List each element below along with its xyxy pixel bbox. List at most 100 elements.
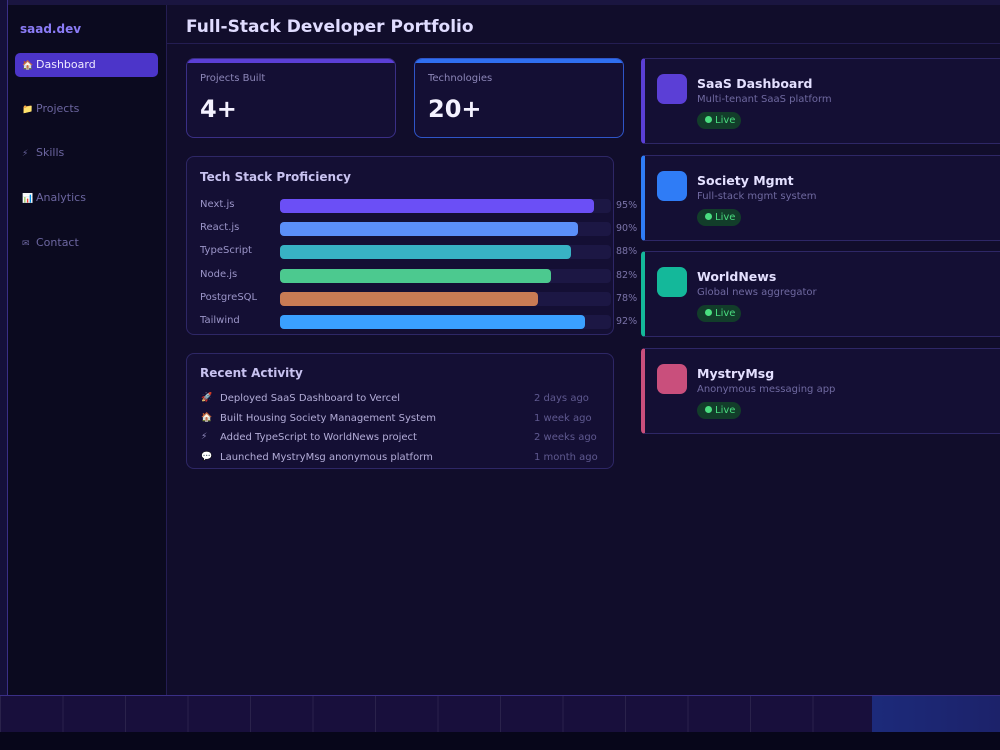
nav-icon: 📁: [22, 105, 34, 115]
project-name: MystryMsg: [697, 366, 775, 382]
activity-time: 2 weeks ago: [534, 432, 597, 444]
skill-value-label: 92%: [616, 316, 638, 327]
nav-label: Dashboard: [36, 58, 96, 71]
app-window: saad.dev Full-Stack Developer Portfolio …: [0, 0, 1000, 732]
activity-text: Added TypeScript to WorldNews project: [220, 432, 417, 444]
skill-bar: [280, 291, 539, 306]
project-name: SaaS Dashboard: [697, 76, 813, 91]
stat-accent: [187, 59, 395, 63]
activity-text: Built Housing Society Management System: [220, 412, 436, 424]
taskbar-glow: [872, 696, 1000, 732]
project-icon: [657, 170, 687, 201]
skill-name: Tailwind: [200, 315, 240, 326]
nav-item[interactable]: ⚡ Skills: [15, 141, 158, 165]
tech-stack-card: Tech Stack Proficiency Next.js 95% React.j…: [186, 156, 637, 335]
project-icon: [657, 364, 687, 395]
brand[interactable]: saad.dev: [20, 22, 82, 36]
skill-bar: [280, 315, 585, 329]
skill-name: Next.js: [200, 199, 235, 210]
skill-value-label: 90%: [616, 223, 638, 235]
project-name: Society Mgmt: [697, 172, 794, 188]
project-description: Global news aggregator: [697, 287, 817, 299]
skill-bar: [280, 222, 578, 237]
nav-item[interactable]: 📁 Projects: [15, 97, 158, 121]
status-pill: Live: [697, 305, 742, 323]
skill-value-label: 82%: [616, 269, 638, 281]
activity-icon: 🏠: [201, 412, 213, 423]
project-description: Anonymous messaging app: [697, 384, 836, 396]
project-description: Multi-tenant SaaS platform: [697, 94, 832, 105]
activity-time: 1 month ago: [534, 452, 598, 464]
project-card[interactable]: Society Mgmt Full-stack mgmt system Live: [641, 154, 1000, 241]
project-card[interactable]: WorldNews Global news aggregator Live: [641, 251, 1000, 338]
activity-card: Recent Activity 🚀 Deployed SaaS Dashboard…: [186, 353, 614, 469]
project-description: Full-stack mgmt system: [697, 190, 817, 202]
status-text: Live: [715, 211, 736, 223]
nav-icon: 📊: [22, 194, 34, 204]
skill-track: [280, 291, 611, 306]
nav-item[interactable]: ✉ Contact: [15, 231, 158, 255]
stat-card: Projects Built 4+: [186, 58, 396, 138]
stat-label: Projects Built: [200, 73, 266, 84]
activity-text: Deployed SaaS Dashboard to Vercel: [220, 393, 401, 404]
activity-icon: 💬: [201, 452, 213, 463]
skill-bar: [280, 245, 572, 260]
stat-value: 20+: [428, 95, 482, 123]
stat-value: 4+: [200, 95, 237, 123]
status-dot: [705, 406, 712, 414]
skill-track: [280, 199, 611, 213]
nav-label: Skills: [36, 146, 65, 159]
status-text: Live: [715, 308, 736, 320]
status-text: Live: [715, 405, 736, 417]
status-pill: Live: [697, 112, 742, 129]
activity-icon: 🚀: [201, 393, 213, 403]
skill-track: [280, 268, 611, 283]
skill-bar: [280, 268, 552, 283]
stat-accent: [415, 59, 623, 63]
project-icon: [657, 74, 687, 104]
stat-card: Technologies 20+: [414, 58, 624, 138]
skill-bar: [280, 199, 595, 213]
skill-track: [280, 222, 611, 237]
nav-label: Projects: [36, 102, 80, 115]
skill-value-label: 78%: [616, 292, 638, 304]
activity-time: 1 week ago: [534, 412, 592, 424]
skill-track: [280, 245, 611, 260]
activity-text: Launched MystryMsg anonymous platform: [220, 452, 433, 464]
top-strip: [0, 0, 1000, 5]
project-icon: [657, 267, 687, 298]
nav-item[interactable]: 🏠 Dashboard: [15, 53, 158, 77]
nav-label: Contact: [36, 236, 79, 249]
project-name: WorldNews: [697, 269, 777, 285]
skill-name: React.js: [200, 222, 240, 234]
project-card[interactable]: MystryMsg Anonymous messaging app Live: [641, 348, 1000, 435]
skill-name: PostgreSQL: [200, 291, 258, 303]
nav-icon: ✉: [22, 239, 30, 249]
skill-value-label: 88%: [616, 246, 638, 258]
stat-label: Technologies: [428, 73, 493, 84]
skill-track: [280, 315, 611, 329]
status-dot: [705, 116, 712, 123]
status-dot: [705, 309, 712, 317]
skill-value-label: 95%: [616, 200, 638, 211]
nav-label: Analytics: [36, 191, 86, 204]
header-divider: [167, 43, 1000, 44]
card-title: Recent Activity: [200, 366, 303, 380]
taskbar: [0, 695, 1000, 732]
nav-item[interactable]: 📊 Analytics: [15, 186, 158, 210]
project-card[interactable]: SaaS Dashboard Multi-tenant SaaS platform…: [641, 58, 1000, 144]
page-title: Full-Stack Developer Portfolio: [186, 17, 474, 37]
activity-icon: ⚡: [201, 432, 208, 443]
skill-name: TypeScript: [200, 245, 252, 257]
nav-icon: 🏠: [22, 61, 34, 71]
sidebar: [8, 5, 167, 695]
card-title: Tech Stack Proficiency: [200, 170, 352, 184]
status-dot: [705, 212, 712, 220]
skill-name: Node.js: [200, 268, 238, 280]
activity-time: 2 days ago: [534, 393, 589, 404]
left-strip: [0, 0, 8, 695]
status-pill: Live: [697, 402, 742, 420]
status-text: Live: [715, 115, 736, 126]
status-pill: Live: [697, 208, 742, 226]
